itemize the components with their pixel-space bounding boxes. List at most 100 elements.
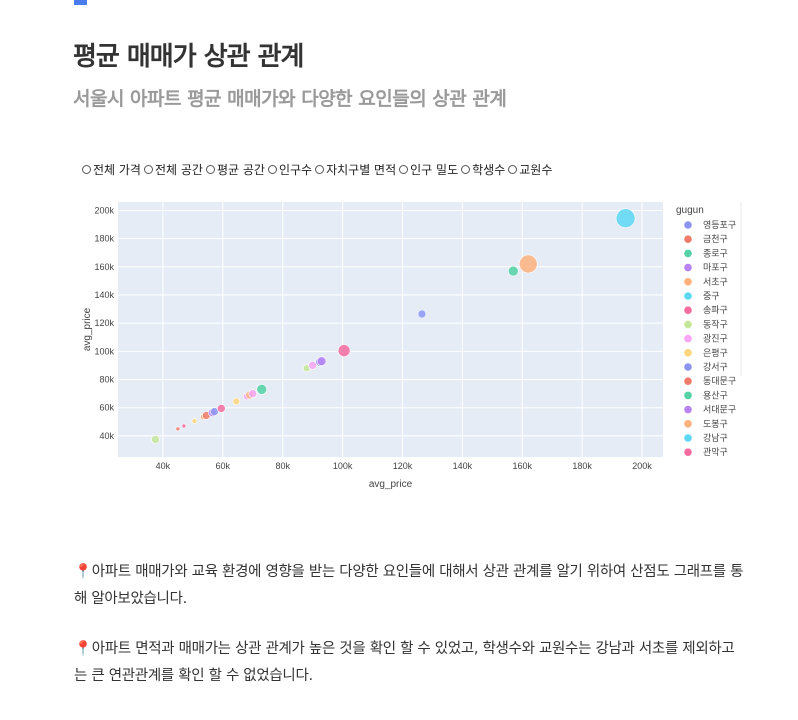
grid-lines — [118, 202, 663, 457]
legend-label[interactable]: 금천구 — [703, 234, 728, 244]
legend-label[interactable]: 강남구 — [703, 433, 728, 443]
legend-label[interactable]: 관악구 — [703, 446, 728, 457]
legend-label[interactable]: 용산구 — [703, 390, 728, 400]
radio-option-pop-density[interactable]: 인구 밀도 — [399, 161, 458, 178]
scatter-point[interactable] — [217, 404, 226, 413]
scatter-point[interactable] — [507, 265, 519, 277]
page-subtitle: 서울시 아파트 평균 매매가와 다양한 요인들의 상관 관계 — [73, 88, 507, 110]
legend-label[interactable]: 동대문구 — [703, 376, 736, 386]
radio-option-teachers[interactable]: 교원수 — [508, 161, 552, 178]
x-tick-label: 80k — [275, 461, 290, 471]
plot-area[interactable] — [118, 202, 663, 457]
legend-label[interactable]: 마포구 — [703, 263, 728, 273]
legend-label[interactable]: 서대문구 — [703, 405, 736, 415]
y-tick-labels: 40k 60k 80k 100k 120k 140k 160k 180k 200k — [94, 205, 114, 440]
radio-circle-icon[interactable] — [205, 165, 215, 174]
legend-marker[interactable] — [684, 420, 692, 428]
legend-label[interactable]: 중구 — [703, 291, 720, 301]
legend-label[interactable]: 서초구 — [703, 277, 728, 287]
radio-option-population[interactable]: 인구수 — [267, 161, 313, 178]
radio-option-total-price[interactable]: 전체 가격 — [82, 161, 141, 178]
legend-items: 영등포구금천구종로구마포구서초구중구송파구동작구광진구은평구강서구동대문구용산구… — [684, 220, 736, 457]
radio-option-students[interactable]: 학생수 — [461, 161, 505, 178]
radio-circle-icon[interactable] — [508, 165, 518, 174]
legend-marker[interactable] — [684, 391, 692, 400]
legend-label[interactable]: 도봉구 — [703, 419, 728, 429]
legend-marker[interactable] — [684, 249, 692, 258]
radio-option-district-area[interactable]: 자치구별 면적 — [315, 161, 396, 178]
data-points — [151, 208, 636, 444]
legend-marker[interactable] — [684, 377, 692, 385]
scatter-point[interactable] — [151, 435, 160, 444]
radio-label: 인구 밀도 — [410, 163, 459, 177]
x-tick-label: 120k — [393, 461, 413, 471]
page-title: 평균 매매가 상관 관계 — [73, 42, 304, 72]
scatter-point[interactable] — [256, 384, 268, 395]
scatter-point[interactable] — [175, 426, 181, 432]
radio-circle-icon[interactable] — [461, 165, 471, 174]
scatter-point[interactable] — [248, 389, 258, 398]
paragraph-1: 📍아파트 매매가와 교육 환경에 영향을 받는 다양한 요인들에 대해서 상관 … — [74, 559, 744, 613]
x-tick-label: 160k — [512, 461, 532, 471]
legend-title: gugun — [676, 205, 704, 216]
pin-icon: 📍 — [74, 641, 92, 657]
y-tick-label: 80k — [99, 375, 114, 385]
scatter-point[interactable] — [337, 344, 351, 357]
paragraph-text: 아파트 면적과 매매가는 상관 관계가 높은 것을 확인 할 수 있었고, 학생… — [74, 641, 735, 684]
y-tick-label: 160k — [94, 262, 114, 272]
x-tick-label: 100k — [333, 461, 353, 471]
legend-label[interactable]: 종로구 — [703, 248, 728, 258]
scatter-point[interactable] — [210, 407, 219, 416]
x-tick-label: 180k — [572, 461, 592, 471]
legend-marker[interactable] — [684, 434, 692, 442]
y-tick-label: 100k — [94, 346, 114, 356]
radio-circle-icon[interactable] — [267, 165, 277, 174]
legend-marker[interactable] — [684, 292, 692, 300]
radio-circle-icon[interactable] — [143, 165, 153, 174]
legend-marker[interactable] — [684, 363, 692, 371]
scatter-point[interactable] — [417, 309, 427, 319]
legend-marker[interactable] — [684, 349, 692, 357]
scatter-point[interactable] — [181, 423, 187, 429]
legend-label[interactable]: 강서구 — [703, 362, 728, 372]
radio-label: 인구수 — [278, 163, 313, 177]
legend-marker[interactable] — [684, 448, 692, 457]
legend-marker[interactable] — [684, 405, 692, 414]
paragraph-text: 아파트 매매가와 교육 환경에 영향을 받는 다양한 요인들에 대해서 상관 관… — [74, 564, 744, 607]
legend-label[interactable]: 광진구 — [703, 333, 728, 344]
legend-label[interactable]: 동작구 — [703, 319, 728, 329]
scatter-point[interactable] — [232, 397, 241, 406]
radio-circle-icon[interactable] — [82, 165, 91, 174]
radio-label: 평균 공간 — [216, 163, 265, 177]
scatter-point[interactable] — [615, 208, 636, 229]
scatter-point[interactable] — [316, 356, 327, 366]
scatter-point[interactable] — [308, 361, 317, 370]
scatter-point[interactable] — [518, 254, 538, 274]
legend-marker[interactable] — [684, 278, 692, 286]
legend-marker[interactable] — [684, 221, 692, 229]
x-tick-label: 60k — [216, 461, 231, 471]
legend-marker[interactable] — [684, 306, 692, 314]
legend-marker[interactable] — [684, 263, 692, 272]
legend-label[interactable]: 송파구 — [703, 305, 728, 315]
radio-option-avg-space[interactable]: 평균 공간 — [205, 161, 265, 178]
x-tick-label: 40k — [156, 461, 171, 471]
legend-marker[interactable] — [684, 235, 692, 243]
legend-marker[interactable] — [684, 320, 692, 329]
y-tick-label: 200k — [94, 205, 114, 215]
radio-label: 자치구별 면적 — [326, 163, 397, 177]
radio-label: 전체 공간 — [154, 163, 203, 177]
paragraph-2: 📍아파트 면적과 매매가는 상관 관계가 높은 것을 확인 할 수 있었고, 학… — [74, 636, 744, 690]
legend-label[interactable]: 은평구 — [703, 348, 728, 358]
scatter-point[interactable] — [191, 418, 198, 424]
radio-circle-icon[interactable] — [315, 165, 325, 174]
x-axis-label: avg_price — [369, 479, 413, 490]
legend-label[interactable]: 영등포구 — [703, 220, 736, 230]
x-tick-label: 140k — [453, 461, 473, 471]
radio-option-total-space[interactable]: 전체 공간 — [143, 161, 203, 178]
legend-marker[interactable] — [684, 334, 692, 343]
x-tick-labels: 40k 60k 80k 100k 120k 140k 160k 180k 200k — [156, 461, 653, 471]
radio-circle-icon[interactable] — [399, 165, 409, 174]
legend[interactable]: gugun 영등포구금천구종로구마포구서초구중구송파구동작구광진구은평구강서구동… — [676, 202, 742, 457]
scatter-chart[interactable]: 40k 60k 80k 100k 120k 140k 160k 180k 200k 40k 60k… — [0, 190, 798, 500]
